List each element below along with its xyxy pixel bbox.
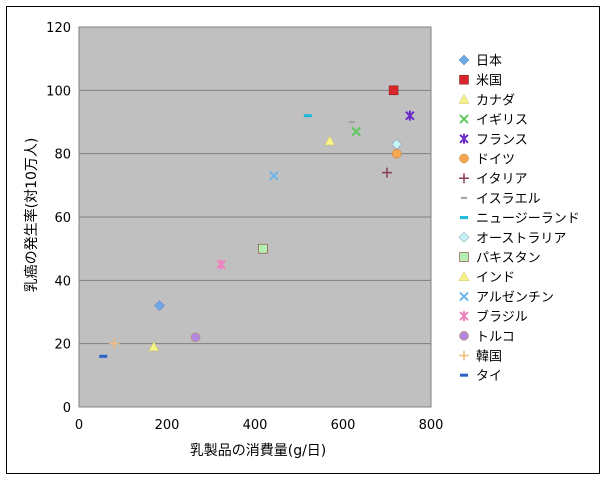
x-axis-ticks: 0 200 400 600 800 — [75, 418, 444, 433]
legend-label: イタリア — [476, 172, 527, 187]
legend-label: アルゼンチン — [476, 290, 554, 305]
y-tick-label: 80 — [54, 148, 71, 163]
legend-marker — [458, 271, 470, 281]
data-point — [391, 148, 402, 159]
legend-marker — [459, 74, 469, 85]
data-point — [154, 300, 165, 312]
legend-marker — [459, 114, 469, 124]
data-points — [99, 85, 415, 358]
data-point — [99, 354, 108, 358]
legend-label: 韓国 — [476, 350, 502, 365]
y-tick-label: 100 — [46, 84, 71, 99]
legend-label: イスラエル — [476, 192, 541, 207]
legend-label: タイ — [476, 369, 502, 384]
x-tick-label: 400 — [243, 418, 268, 433]
data-point — [303, 114, 312, 118]
legend-label: カナダ — [476, 93, 515, 108]
y-tick-label: 0 — [63, 401, 71, 416]
data-point — [348, 121, 355, 123]
legend-marker — [459, 291, 469, 302]
gridlines — [79, 89, 431, 345]
legend-marker — [459, 331, 469, 341]
x-tick-label: 0 — [75, 418, 83, 433]
y-tick-label: 60 — [54, 211, 71, 226]
data-point — [391, 138, 403, 150]
data-point — [190, 332, 201, 343]
legend-label: 米国 — [476, 74, 502, 89]
y-tick-label: 120 — [46, 21, 71, 36]
legend-label: オーストラリア — [476, 231, 566, 246]
y-axis-ticks: 0 20 40 60 80 100 120 — [46, 21, 71, 416]
legend-marker — [461, 196, 467, 199]
data-point — [405, 110, 415, 121]
legend-marker — [458, 231, 470, 243]
data-point — [148, 341, 160, 352]
data-point — [382, 167, 392, 178]
legend-marker — [460, 373, 468, 377]
data-point — [388, 85, 399, 96]
legend: 日本米国カナダイギリスフランスドイツイタリアイスラエルニュージーランドオーストラ… — [458, 54, 580, 384]
legend-label: フランス — [476, 133, 528, 148]
x-tick-label: 200 — [155, 418, 180, 433]
legend-marker — [459, 350, 469, 361]
legend-marker — [460, 216, 468, 220]
legend-label: パキスタン — [476, 251, 541, 266]
data-point — [351, 126, 361, 137]
legend-marker — [458, 54, 470, 66]
legend-marker — [459, 173, 469, 184]
legend-label: インド — [476, 271, 515, 286]
legend-marker — [459, 153, 469, 164]
y-axis-label: 乳癌の発生率(対10万人) — [23, 138, 40, 293]
legend-label: ニュージーランド — [476, 212, 580, 227]
x-tick-label: 600 — [331, 418, 356, 433]
y-tick-label: 40 — [54, 274, 71, 289]
legend-label: 日本 — [476, 54, 502, 69]
data-point — [269, 171, 279, 181]
legend-marker — [459, 252, 469, 262]
legend-label: ブラジル — [476, 309, 528, 325]
data-point — [324, 135, 336, 146]
x-axis-label: 乳製品の消費量(g/日) — [190, 443, 327, 459]
legend-marker — [459, 133, 469, 144]
data-point — [109, 338, 120, 349]
legend-label: ドイツ — [476, 153, 515, 168]
legend-label: トルコ — [476, 330, 515, 345]
x-tick-label: 800 — [419, 418, 444, 433]
legend-marker — [459, 311, 469, 322]
legend-label: イギリス — [476, 113, 528, 128]
data-point — [216, 259, 226, 270]
y-tick-label: 20 — [54, 338, 71, 353]
legend-marker — [458, 93, 470, 104]
data-point — [258, 243, 268, 254]
